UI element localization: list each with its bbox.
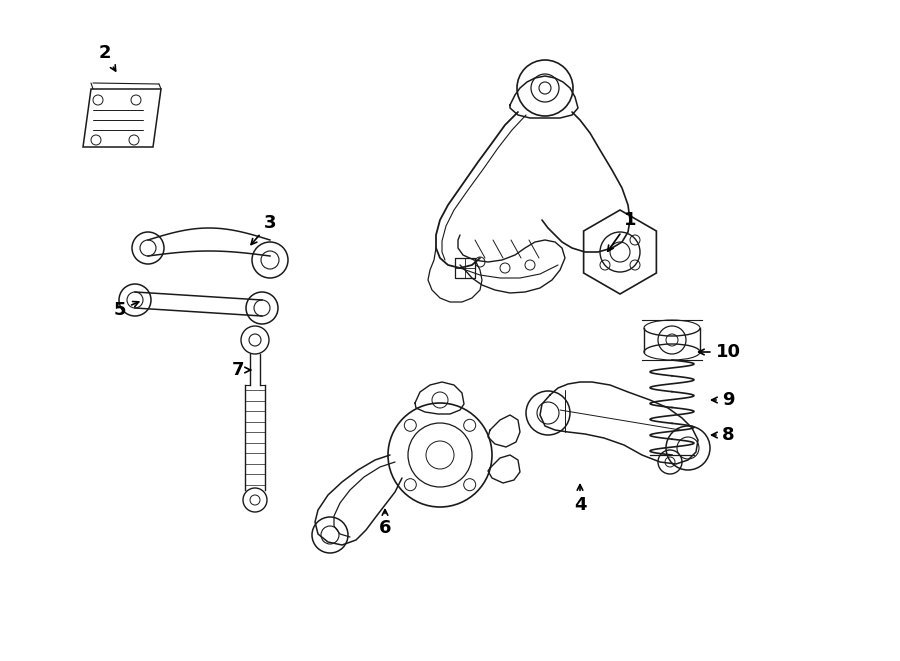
Text: 7: 7 — [232, 361, 250, 379]
Text: 3: 3 — [251, 214, 276, 245]
Text: 2: 2 — [99, 44, 115, 71]
Text: 9: 9 — [712, 391, 734, 409]
Text: 10: 10 — [698, 343, 741, 361]
Text: 8: 8 — [712, 426, 734, 444]
Text: 6: 6 — [379, 510, 392, 537]
Text: 4: 4 — [574, 485, 586, 514]
Text: 5: 5 — [113, 301, 139, 319]
Text: 1: 1 — [608, 211, 636, 251]
